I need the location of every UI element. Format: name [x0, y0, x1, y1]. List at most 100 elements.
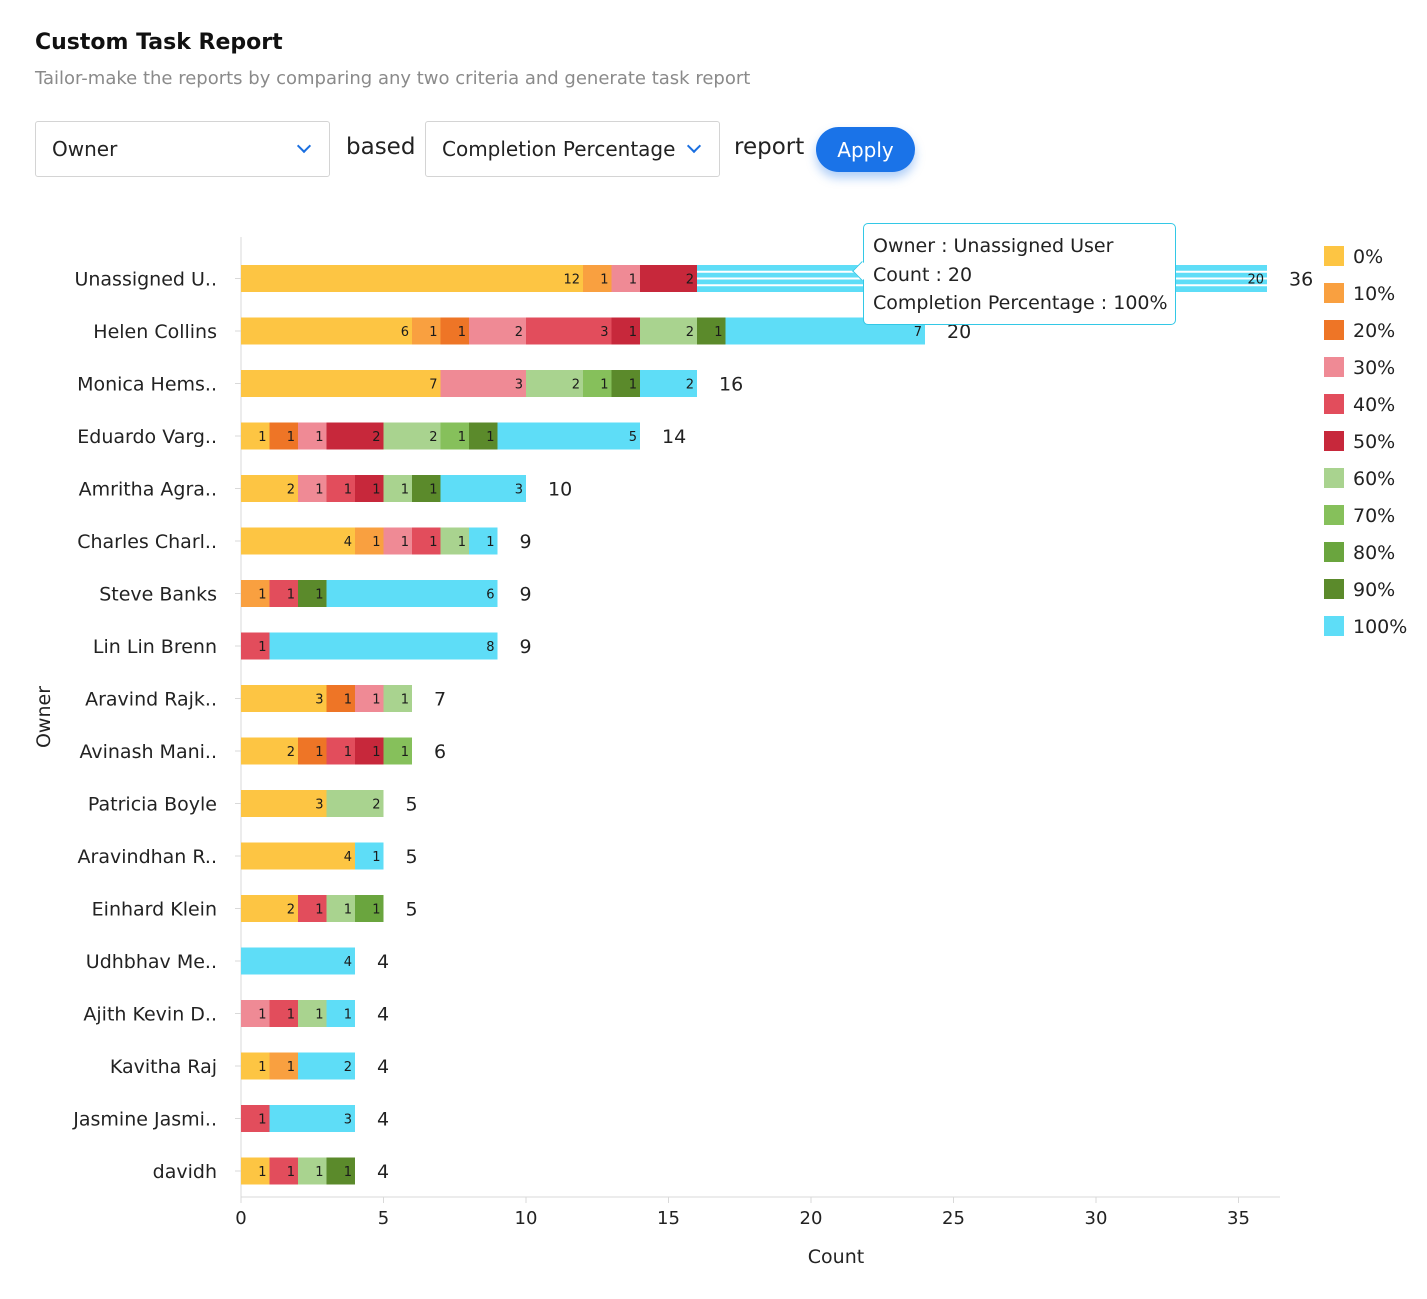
segment-value-label: 2: [287, 903, 295, 918]
segment-value-label: 1: [344, 1008, 352, 1023]
bar-segment: [298, 1052, 355, 1080]
bar-segment: [697, 317, 726, 345]
segment-value-label: 1: [714, 325, 722, 340]
category-label: davidh: [153, 1161, 217, 1183]
segment-value-label: 2: [686, 325, 694, 340]
apply-button[interactable]: Apply: [816, 127, 915, 172]
segment-value-label: 1: [486, 535, 494, 550]
bar-segment: [241, 685, 327, 712]
segment-value-label: 1: [629, 273, 637, 288]
bar-total-label: 14: [662, 426, 686, 448]
category-label: Eduardo Varg..: [77, 426, 217, 448]
segment-value-label: 1: [372, 483, 380, 498]
bar-segment: [241, 947, 355, 975]
category-label: Charles Charl..: [77, 531, 217, 553]
segment-value-label: 2: [686, 378, 694, 393]
metric-value: Completion Percentage: [442, 137, 676, 161]
legend-swatch: [1324, 246, 1344, 266]
segment-value-label: 1: [315, 483, 323, 498]
bar-segment: [640, 265, 697, 292]
bar-segment: [241, 737, 298, 765]
bar-segment: [326, 422, 384, 450]
segment-value-label: 6: [486, 588, 494, 603]
segment-value-label: 1: [315, 745, 323, 760]
category-label: Udhbhav Me..: [86, 951, 217, 973]
category-label: Monica Hems..: [77, 374, 217, 396]
segment-value-label: 1: [429, 483, 437, 498]
metric-select[interactable]: Completion Percentage: [425, 121, 720, 177]
segment-value-label: 1: [287, 588, 295, 603]
category-label: Avinash Mani..: [79, 741, 217, 763]
x-tick-label: 30: [1085, 1208, 1108, 1229]
bar-segment: [440, 527, 469, 555]
bar-segment: [326, 580, 498, 607]
bar-segment: [326, 790, 384, 817]
segment-value-label: 1: [372, 745, 380, 760]
bar-segment: [241, 1052, 270, 1080]
bar-segment: [241, 1105, 270, 1132]
legend-swatch: [1324, 579, 1344, 599]
segment-value-label: 1: [287, 1008, 295, 1023]
bar-segment: [241, 790, 327, 817]
bar-segment: [355, 895, 384, 922]
bar-segment: [383, 685, 412, 712]
bar-total-label: 20: [947, 321, 971, 343]
segment-value-label: 1: [258, 640, 266, 655]
segment-value-label: 1: [458, 535, 466, 550]
bar-segment: [469, 527, 498, 555]
category-label: Jasmine Jasmi..: [72, 1109, 217, 1131]
bar-segment: [412, 317, 441, 345]
legend-label: 50%: [1353, 431, 1395, 453]
bar-segment: [611, 370, 640, 397]
segment-value-label: 1: [458, 325, 466, 340]
bar-segment: [440, 370, 526, 397]
bar-segment: [355, 685, 384, 712]
segment-value-label: 3: [344, 1113, 352, 1128]
segment-value-label: 1: [629, 325, 637, 340]
bar-segment: [469, 422, 498, 450]
segment-value-label: 1: [258, 1165, 266, 1180]
legend-label: 40%: [1353, 394, 1395, 416]
legend-label: 20%: [1353, 320, 1395, 342]
bar-segment: [269, 1157, 298, 1185]
legend-label: 100%: [1353, 616, 1407, 638]
bar-total-label: 9: [520, 584, 532, 606]
segment-value-label: 2: [344, 1060, 352, 1075]
segment-value-label: 2: [372, 798, 380, 813]
category-label: Steve Banks: [99, 584, 217, 606]
legend-label: 70%: [1353, 505, 1395, 527]
bar-segment: [326, 737, 355, 765]
segment-value-label: 1: [458, 430, 466, 445]
legend-swatch: [1324, 431, 1344, 451]
page-title: Custom Task Report: [35, 30, 283, 55]
bar-segment: [269, 1105, 355, 1132]
segment-value-label: 4: [344, 955, 352, 970]
legend-label: 30%: [1353, 357, 1395, 379]
segment-value-label: 1: [315, 1165, 323, 1180]
bar-segment: [355, 475, 384, 502]
bar-segment: [298, 580, 327, 607]
category-label: Aravindhan R..: [78, 846, 217, 868]
category-label: Kavitha Raj: [110, 1056, 217, 1078]
legend-swatch: [1324, 394, 1344, 414]
segment-value-label: 1: [315, 1008, 323, 1023]
bar-segment: [611, 265, 640, 292]
bar-segment: [440, 422, 469, 450]
bar-segment: [269, 632, 498, 660]
x-tick-label: 10: [515, 1208, 538, 1229]
legend-swatch: [1324, 357, 1344, 377]
bar-total-label: 4: [377, 1109, 389, 1131]
bar-segment: [383, 475, 412, 502]
category-label: Helen Collins: [93, 321, 217, 343]
group-by-select[interactable]: Owner: [35, 121, 330, 177]
category-label: Lin Lin Brenn: [93, 636, 217, 658]
segment-value-label: 1: [429, 535, 437, 550]
bar-total-label: 4: [377, 1056, 389, 1078]
segment-value-label: 3: [315, 693, 323, 708]
x-tick-label: 20: [800, 1208, 823, 1229]
segment-value-label: 1: [258, 1113, 266, 1128]
legend-swatch: [1324, 320, 1344, 340]
segment-value-label: 1: [372, 535, 380, 550]
bar-total-label: 16: [719, 374, 743, 396]
segment-value-label: 2: [686, 273, 694, 288]
